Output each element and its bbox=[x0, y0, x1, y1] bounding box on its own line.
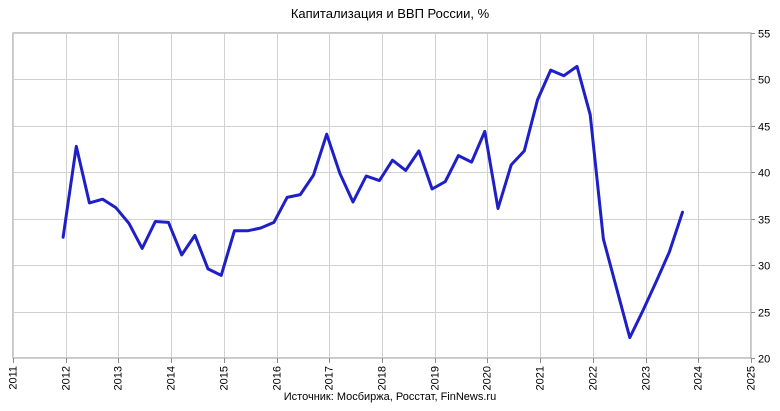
x-tick-label: 2012 bbox=[60, 366, 72, 390]
y-tick-label: 40 bbox=[758, 168, 770, 180]
y-tick-label: 20 bbox=[758, 354, 770, 366]
chart-source: Источник: Мосбиржа, Росстат, FinNews.ru bbox=[283, 391, 497, 403]
x-tick-label: 2024 bbox=[692, 366, 704, 390]
x-tick-label: 2021 bbox=[534, 366, 546, 390]
y-tick-label: 45 bbox=[758, 122, 770, 134]
y-tick-label: 55 bbox=[758, 29, 770, 41]
x-tick-label: 2025 bbox=[745, 366, 757, 390]
axis-layer: 2011 2012 2013 2014 2015 2016 2017 2018 2019 2020… bbox=[7, 29, 770, 391]
y-tick-label: 50 bbox=[758, 75, 770, 87]
x-tick-label: 2018 bbox=[376, 366, 388, 390]
x-tick-label: 2013 bbox=[112, 366, 124, 390]
series-line bbox=[61, 64, 684, 340]
x-tick-label: 2022 bbox=[587, 366, 599, 390]
x-tick-label: 2014 bbox=[165, 366, 177, 390]
x-tick-label: 2020 bbox=[481, 366, 493, 390]
x-tick-label: 2023 bbox=[640, 366, 652, 390]
x-tick-label: 2015 bbox=[218, 366, 230, 390]
x-tick-label: 2017 bbox=[323, 366, 335, 390]
x-tick-label: 2011 bbox=[7, 366, 19, 390]
series-layer bbox=[61, 64, 684, 340]
grid-layer bbox=[12, 32, 752, 359]
chart-title: Капитализация и ВВП России, % bbox=[290, 6, 490, 21]
y-tick-label: 35 bbox=[758, 215, 770, 227]
x-tick-label: 2019 bbox=[429, 366, 441, 390]
x-tick-label: 2016 bbox=[271, 366, 283, 390]
y-tick-label: 30 bbox=[758, 261, 770, 273]
y-tick-label: 25 bbox=[758, 308, 770, 320]
